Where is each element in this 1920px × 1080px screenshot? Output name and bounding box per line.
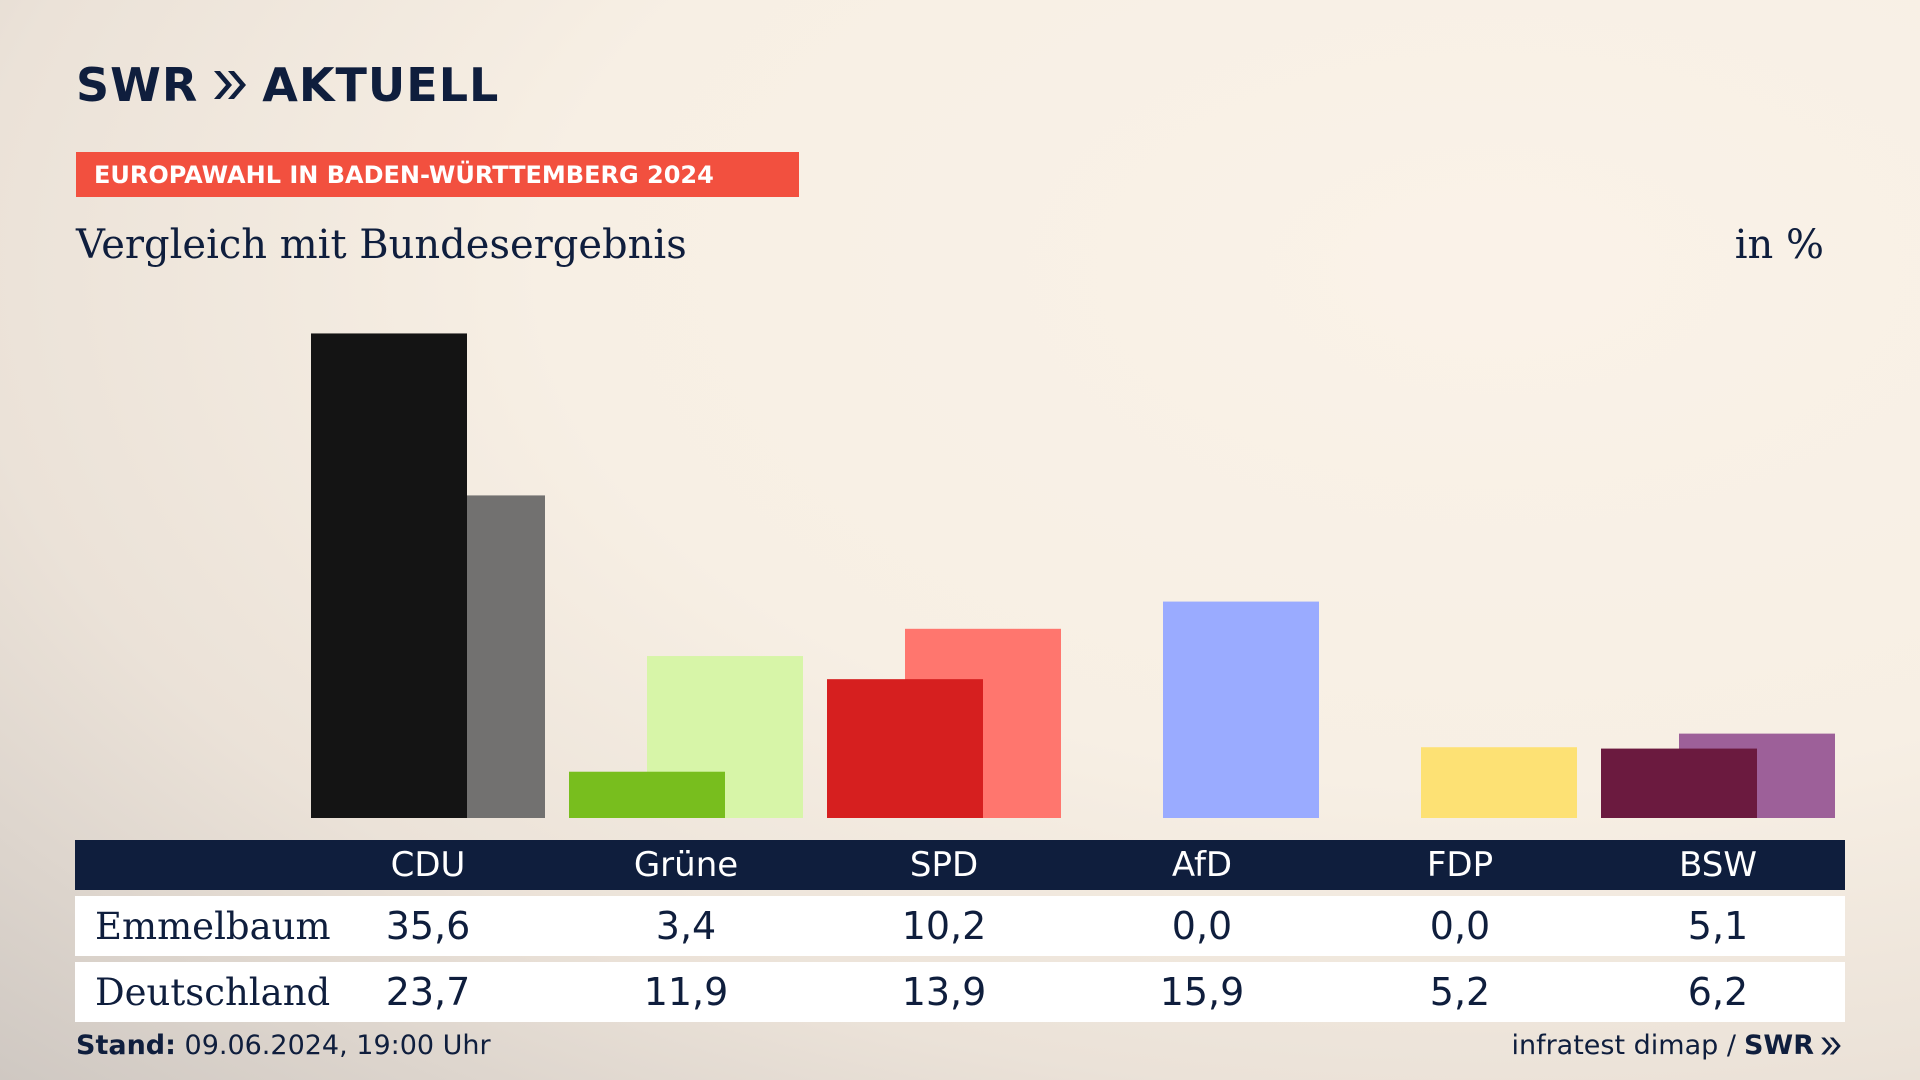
bar-emmelbaum-cdu [311, 333, 467, 818]
value-deutschland-cdu: 23,7 [385, 970, 471, 1014]
brand-product: AKTUELL [262, 58, 500, 112]
chart-subtitle: Vergleich mit Bundesergebnis [76, 222, 687, 268]
bar-deutschland-afd [1163, 601, 1319, 818]
unit-label: in % [1734, 222, 1824, 268]
value-deutschland-bsw: 6,2 [1687, 970, 1749, 1014]
bar-emmelbaum-spd [827, 679, 983, 818]
value-emmelbaum-spd: 10,2 [901, 904, 987, 948]
row-label: Deutschland [95, 970, 331, 1014]
bar-deutschland-fdp [1421, 747, 1577, 818]
double-chevron-icon [1821, 1036, 1841, 1055]
value-emmelbaum-afd: 0,0 [1171, 904, 1233, 948]
column-header-fdp: FDP [1426, 845, 1494, 885]
stand-value: 09.06.2024, 19:00 Uhr [184, 1030, 491, 1061]
table-row-emmelbaum: Emmelbaum 35,6 3,4 10,2 0,0 0,0 5,1 [75, 896, 1845, 956]
source-text: infratest dimap / [1511, 1030, 1736, 1061]
election-banner: EUROPAWAHL IN BADEN-WÜRTTEMBERG 2024 [76, 152, 799, 197]
value-deutschland-fdp: 5,2 [1429, 970, 1491, 1014]
value-emmelbaum-fdp: 0,0 [1429, 904, 1491, 948]
value-emmelbaum-bsw: 5,1 [1687, 904, 1749, 948]
source-credit: infratest dimap / SWR [1511, 1030, 1844, 1061]
brand-name: SWR [76, 58, 199, 112]
value-emmelbaum-cdu: 35,6 [385, 904, 471, 948]
stand-label: Stand: [76, 1030, 176, 1061]
bar-emmelbaum-gruene [569, 771, 725, 818]
table-row-deutschland: Deutschland 23,7 11,9 13,9 15,9 5,2 6,2 [75, 962, 1845, 1022]
swr-mini-logo: SWR [1744, 1030, 1844, 1061]
bar-emmelbaum-bsw [1601, 748, 1757, 818]
table-header: CDU Grüne SPD AfD FDP BSW [75, 840, 1845, 890]
results-table: CDU Grüne SPD AfD FDP BSW Emmelbaum 35,6 3,4 10… [75, 840, 1845, 1022]
column-header-spd: SPD [909, 845, 979, 885]
bar-chart [311, 333, 1835, 818]
timestamp: Stand: 09.06.2024, 19:00 Uhr [76, 1030, 491, 1061]
column-header-gruene: Grüne [633, 845, 739, 885]
row-label: Emmelbaum [95, 904, 331, 948]
value-deutschland-gruene: 11,9 [643, 970, 729, 1014]
column-header-afd: AfD [1171, 845, 1233, 885]
column-header-cdu: CDU [390, 845, 466, 885]
double-chevron-icon [210, 67, 250, 103]
value-emmelbaum-gruene: 3,4 [655, 904, 717, 948]
source-brand: SWR [1743, 1030, 1814, 1061]
column-header-bsw: BSW [1679, 845, 1757, 885]
value-deutschland-spd: 13,9 [901, 970, 987, 1014]
value-deutschland-afd: 15,9 [1159, 970, 1245, 1014]
swr-aktuell-logo: SWR AKTUELL [76, 62, 499, 108]
